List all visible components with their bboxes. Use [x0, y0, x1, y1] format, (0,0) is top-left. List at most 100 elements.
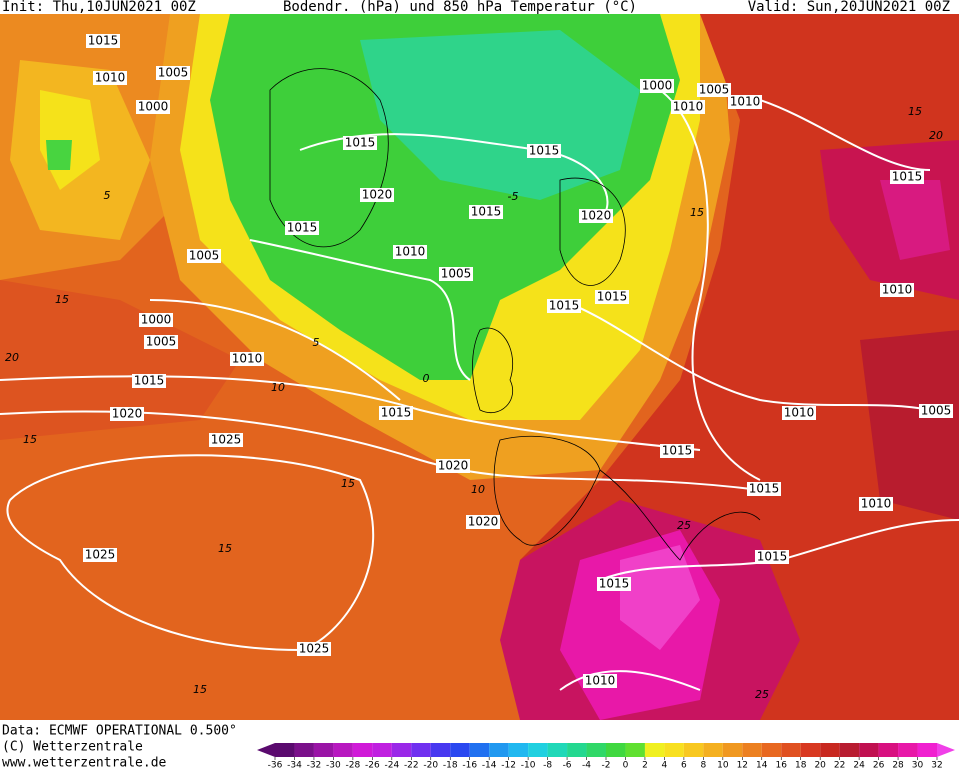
- colorbar-swatch: [469, 743, 490, 757]
- colorbar-swatch: [333, 743, 353, 757]
- colorbar-swatch: [800, 743, 821, 757]
- colorbar-swatch: [878, 743, 899, 757]
- colorbar-swatch: [820, 743, 840, 757]
- colorbar-swatch: [489, 743, 509, 757]
- isotherm-label: 15: [218, 542, 232, 555]
- colorbar-tick-label: 20: [814, 761, 826, 770]
- colorbar-tick-label: -18: [443, 761, 458, 770]
- colorbar-tick-label: -32: [307, 761, 322, 770]
- isotherm-label: 15: [23, 433, 37, 446]
- colorbar-swatch: [859, 743, 879, 757]
- colorbar-tick-label: -16: [462, 761, 477, 770]
- isobar-label: 1015: [892, 170, 923, 184]
- isobar-label-box: [93, 71, 127, 85]
- isobar-label-box: [890, 170, 924, 184]
- isobar-label-box: [697, 83, 731, 97]
- isobar-label-box: [583, 674, 617, 688]
- colorbar-tick-label: -36: [268, 761, 283, 770]
- copyright: (C) Wetterzentrale: [2, 740, 143, 755]
- isobar-label: 1020: [112, 407, 143, 421]
- isobar-label-box: [728, 95, 762, 109]
- colorbar-tick-label: -30: [326, 761, 341, 770]
- isobar-label: 1015: [471, 205, 502, 219]
- colorbar-tick-label: 28: [892, 761, 904, 770]
- colorbar-tick-label: -26: [365, 761, 380, 770]
- isobar-label-box: [343, 136, 377, 150]
- isotherm-label: 20: [5, 351, 19, 364]
- isotherm-label: 15: [908, 105, 922, 118]
- colorbar-swatch: [742, 743, 762, 757]
- isobar-label: 1015: [549, 299, 580, 313]
- colorbar-swatch: [781, 743, 801, 757]
- colorbar-tick-label: -14: [482, 761, 497, 770]
- isobar-label-box: [919, 404, 953, 418]
- isotherm-label: 20: [929, 129, 943, 142]
- isobar-label: 1015: [749, 482, 780, 496]
- isobar-label-box: [597, 577, 631, 591]
- isobar-label: 1000: [141, 313, 172, 327]
- colorbar-arrow-right: [937, 743, 955, 757]
- isobar-label-box: [436, 459, 470, 473]
- coastlines: [269, 68, 761, 561]
- header-band: [0, 0, 959, 14]
- isobar-label-box: [660, 444, 694, 458]
- isotherm-label: 5: [104, 189, 111, 202]
- colorbar-tick-label: -22: [404, 761, 419, 770]
- isobar-label: 1000: [138, 100, 169, 114]
- isobar-label: 1020: [468, 515, 499, 529]
- isobar-label: 1015: [662, 444, 693, 458]
- isotherm-label: 25: [677, 519, 691, 532]
- isotherm-label: 25: [755, 688, 769, 701]
- colorbar-swatch: [644, 743, 665, 757]
- isobar-label-box: [466, 515, 500, 529]
- isobar-label: 1005: [921, 404, 952, 418]
- colorbar-swatch: [567, 743, 587, 757]
- isobar-label: 1025: [299, 642, 330, 656]
- colorbar-tick-label: -12: [501, 761, 516, 770]
- isobar-label: 1010: [861, 497, 892, 511]
- colorbar-tick-label: -8: [543, 761, 552, 770]
- isobar-label-box: [110, 407, 144, 421]
- isobar-labels: 1015 1010 1005 1000 1015 1015 1020 1015 1020 1015…: [83, 34, 953, 688]
- isobar-label: 1000: [642, 79, 673, 93]
- isotherm-label: -5: [508, 190, 519, 203]
- isobar-label: 1015: [529, 144, 560, 158]
- colorbar-tick-label: -20: [423, 761, 438, 770]
- isobar-label-box: [671, 100, 705, 114]
- isobar-label: 1005: [146, 335, 177, 349]
- colorbar-tick-label: 6: [681, 761, 687, 770]
- isobar-label: 1005: [158, 66, 189, 80]
- colorbar-swatch: [450, 743, 470, 757]
- isobar-label-box: [136, 100, 170, 114]
- isobar-label: 1015: [88, 34, 119, 48]
- colorbar-swatch: [508, 743, 529, 757]
- colorbar-swatch: [761, 743, 782, 757]
- colorbar-swatch: [586, 743, 606, 757]
- colorbar-tick-label: 12: [737, 761, 748, 770]
- isobar-label-box: [360, 188, 394, 202]
- isobar-label: 1015: [287, 221, 318, 235]
- isobar-label: 1020: [581, 209, 612, 223]
- isobar-label-box: [547, 299, 581, 313]
- isotherm-label: 15: [193, 683, 207, 696]
- colorbar-swatch: [839, 743, 860, 757]
- colorbar-tick-label: -4: [582, 761, 591, 770]
- isobar-label: 1010: [730, 95, 761, 109]
- colorbar-swatch: [430, 743, 451, 757]
- colorbar-swatch: [352, 743, 373, 757]
- isobar-label: 1010: [95, 71, 126, 85]
- colorbar-swatch: [294, 743, 314, 757]
- isotherm-label: 15: [690, 206, 704, 219]
- isobar-label: 1010: [232, 352, 263, 366]
- colorbar-tick-label: 18: [795, 761, 807, 770]
- colorbar-tick-label: -6: [563, 761, 572, 770]
- init-time: Init: Thu,10JUN2021 00Z: [2, 0, 196, 15]
- isobar-label: 1020: [438, 459, 469, 473]
- isobar-label-box: [187, 249, 221, 263]
- colorbar-tick-label: -24: [384, 761, 399, 770]
- isobar-label: 1010: [784, 406, 815, 420]
- isobar-label-box: [747, 482, 781, 496]
- isobar-label: 1015: [381, 406, 412, 420]
- colorbar-tick-label: 24: [853, 761, 865, 770]
